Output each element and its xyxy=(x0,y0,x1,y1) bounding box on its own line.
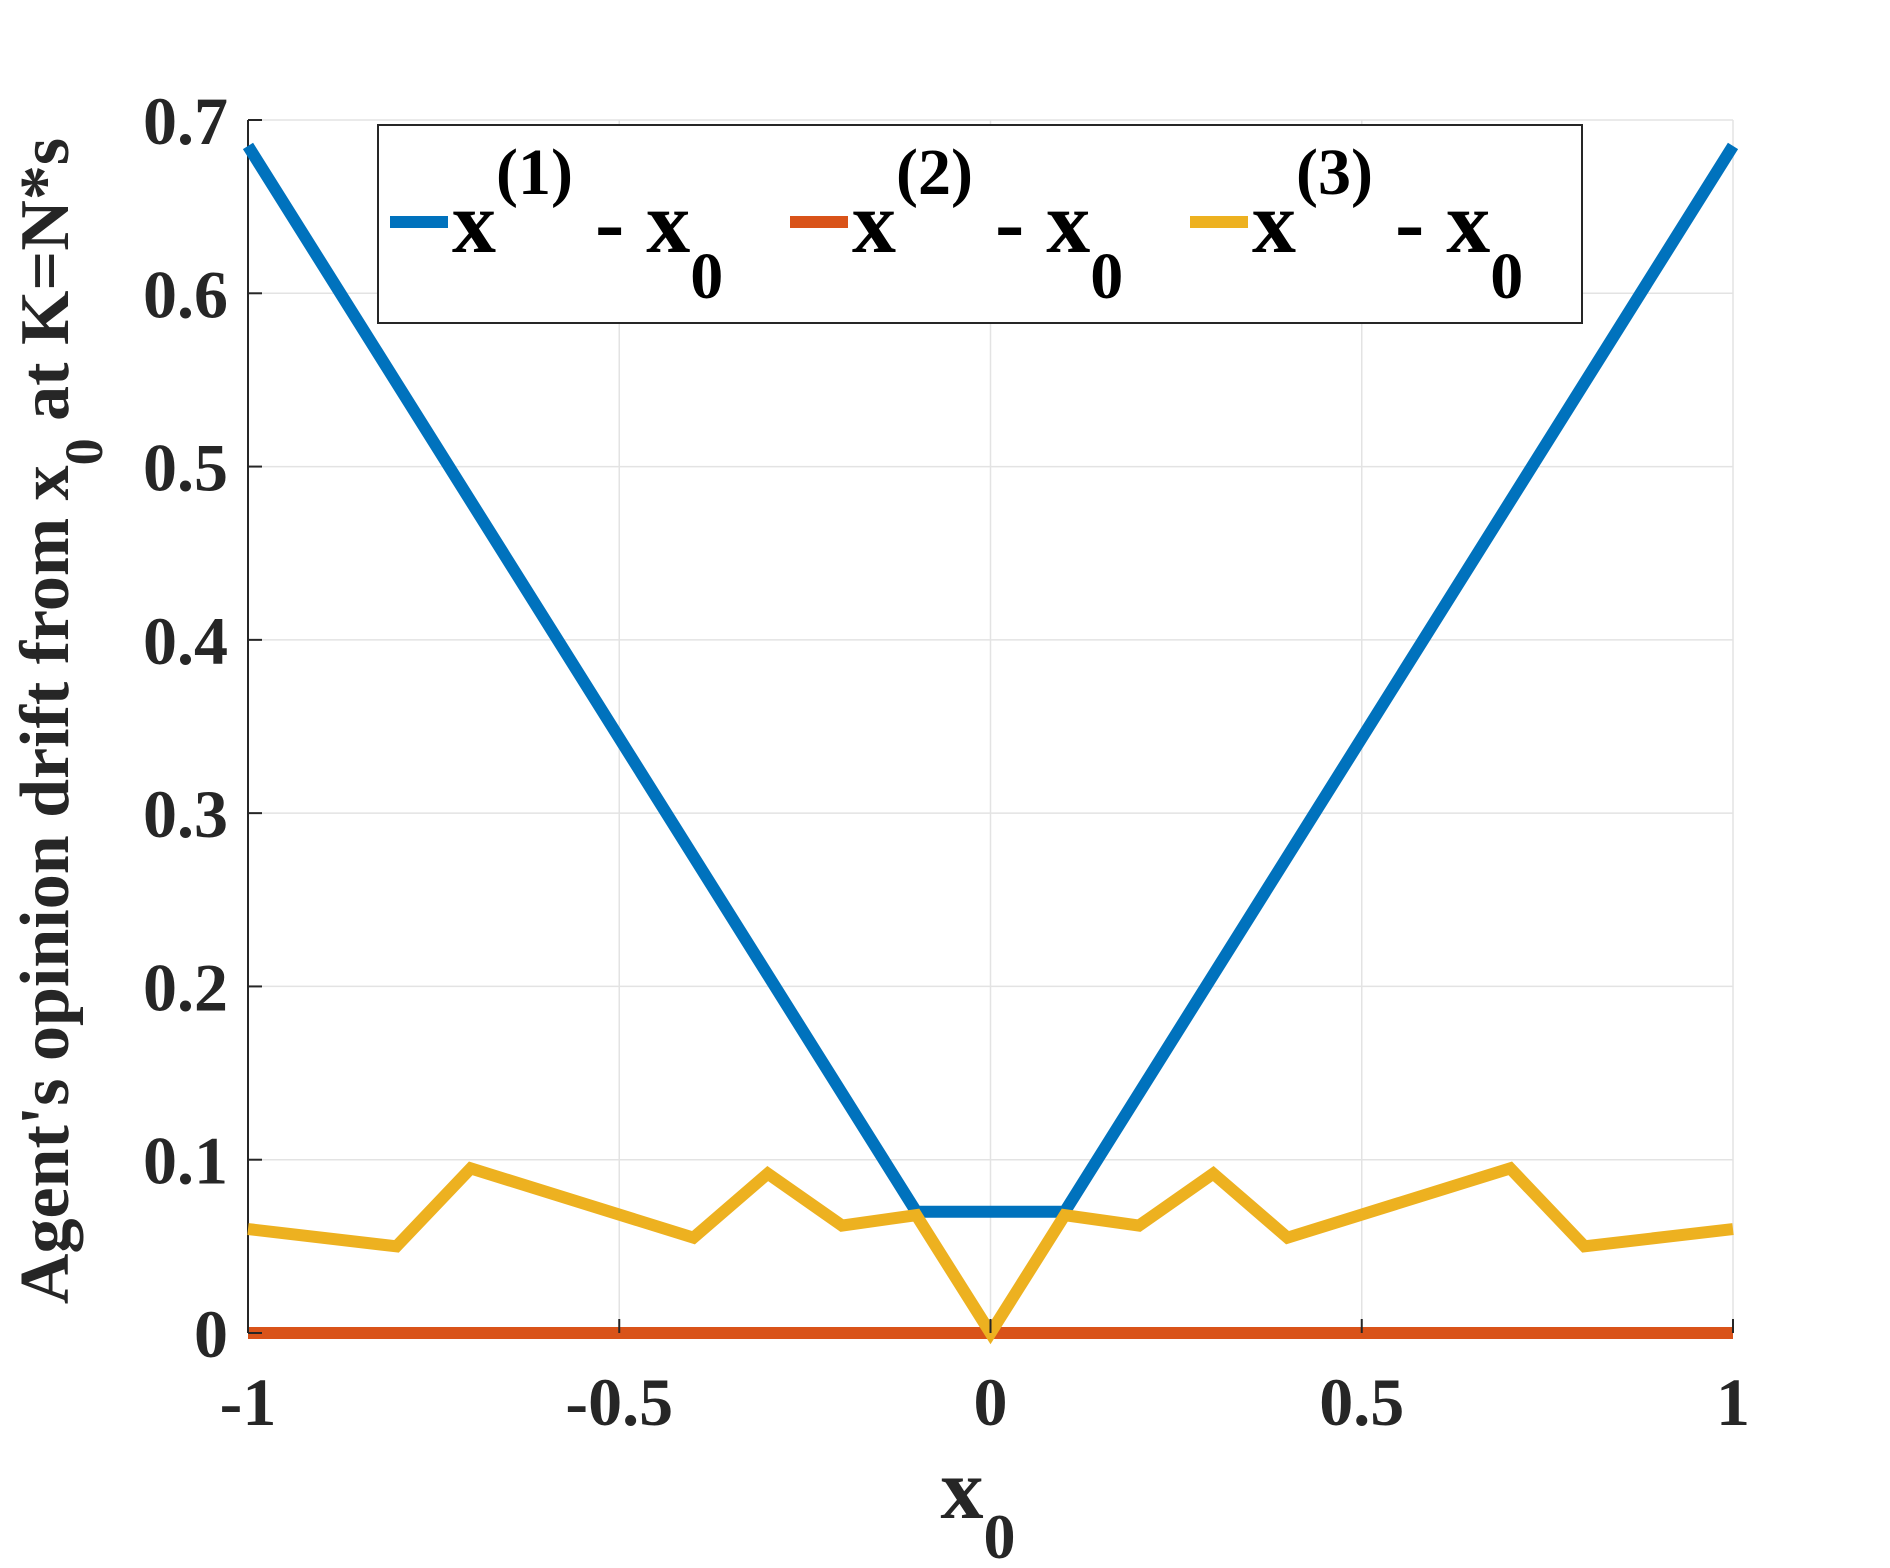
y-tick-label: 0.2 xyxy=(143,949,228,1025)
y-axis-title-suffix: at K=N*s xyxy=(7,138,84,438)
legend-series-1-subscript: 0 xyxy=(690,240,723,313)
y-tick-label: 0.1 xyxy=(143,1123,228,1199)
legend-label-series-1: x(1) - x0 xyxy=(452,136,723,313)
legend-series-1-superscript: (1) xyxy=(496,136,573,209)
legend-label-series-2: x(2) - x0 xyxy=(852,136,1123,313)
x-tick-label: 0 xyxy=(974,1364,1008,1440)
legend-label-series-3: x(3) - x0 xyxy=(1252,136,1523,313)
x-axis-title-main: x xyxy=(941,1441,984,1537)
legend-series-1-mid: - x xyxy=(573,175,690,272)
y-tick-label: 0.5 xyxy=(143,430,228,506)
x-axis-ticks: -1 -0.5 0 0.5 1 xyxy=(220,1319,1750,1440)
y-axis-title-subscript: 0 xyxy=(54,438,114,465)
legend-box xyxy=(377,124,1583,324)
legend: x(1) - x0 x(2) - x0 x(3) - x0 xyxy=(377,124,1583,324)
legend-series-2-superscript: (2) xyxy=(896,136,973,209)
y-axis-ticks: 0 0.1 0.2 0.3 0.4 0.5 0.6 0.7 xyxy=(143,83,262,1372)
y-tick-label: 0.7 xyxy=(143,83,228,159)
y-axis-title-main: Agent's opinion drift from x xyxy=(7,465,84,1304)
y-tick-label: 0.3 xyxy=(143,776,228,852)
x-axis-title-subscript: 0 xyxy=(984,1501,1016,1568)
series-1-line xyxy=(242,142,1739,1218)
legend-series-3-superscript: (3) xyxy=(1296,136,1373,209)
legend-series-1-main: x xyxy=(452,175,496,272)
y-axis-title: Agent's opinion drift from x0 at K=N*s xyxy=(7,138,114,1304)
legend-series-3-subscript: 0 xyxy=(1490,240,1523,313)
legend-series-3-mid: - x xyxy=(1373,175,1490,272)
legend-series-2-main: x xyxy=(852,175,896,272)
y-tick-label: 0.6 xyxy=(143,256,228,332)
legend-series-2-subscript: 0 xyxy=(1090,240,1123,313)
y-tick-label: 0.4 xyxy=(143,603,228,679)
x-tick-label: -0.5 xyxy=(565,1364,673,1440)
x-tick-label: -1 xyxy=(220,1364,277,1440)
x-tick-label: 1 xyxy=(1716,1364,1750,1440)
x-tick-label: 0.5 xyxy=(1319,1364,1404,1440)
x-axis-title: x0 xyxy=(941,1441,1016,1568)
legend-series-2-mid: - x xyxy=(973,175,1090,272)
y-tick-label: 0 xyxy=(194,1296,228,1372)
legend-series-3-main: x xyxy=(1252,175,1296,272)
